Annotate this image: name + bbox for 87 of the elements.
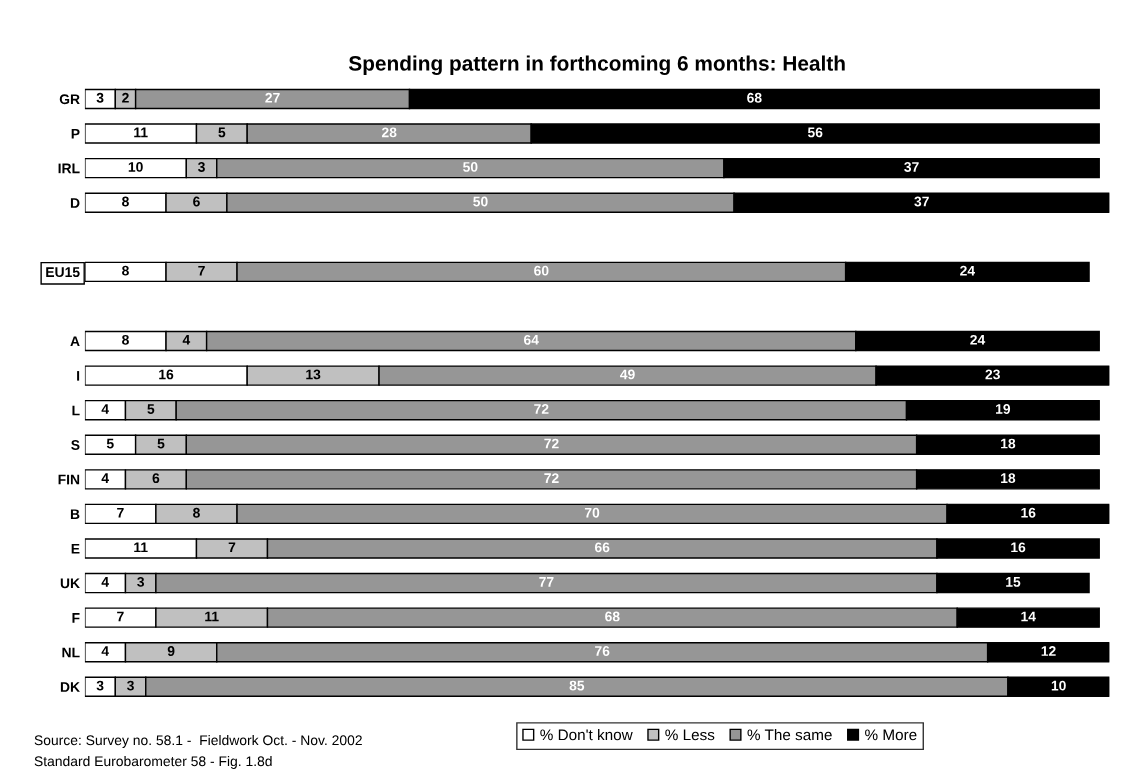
y-tick-label: P xyxy=(71,129,80,139)
data-label: 37 xyxy=(914,196,929,207)
data-label: 3 xyxy=(198,162,205,172)
data-label: 4 xyxy=(182,335,191,345)
y-tick-label: E xyxy=(71,543,80,554)
y-tick-label: S xyxy=(71,440,80,450)
data-label: 8 xyxy=(122,196,129,207)
data-label: 8 xyxy=(122,265,129,276)
data-label: 3 xyxy=(96,680,104,691)
data-label: 8 xyxy=(193,507,200,518)
data-label: 10 xyxy=(1051,680,1066,691)
data-label: 16 xyxy=(159,369,174,380)
data-label: 4 xyxy=(101,646,109,656)
data-label: 68 xyxy=(605,611,620,622)
data-label: 18 xyxy=(1001,438,1016,449)
data-label: 60 xyxy=(534,265,549,276)
data-label: 7 xyxy=(117,507,124,518)
y-tick-label: DK xyxy=(60,682,80,692)
data-label: 4 xyxy=(101,473,109,483)
y-tick-label: UK xyxy=(60,578,80,589)
y-tick-label: A xyxy=(70,336,80,347)
y-tick-label: F xyxy=(72,613,80,623)
y-tick-label: GR xyxy=(59,94,80,105)
data-label: 72 xyxy=(544,473,559,483)
data-label: 4 xyxy=(101,404,109,414)
data-label: 68 xyxy=(747,92,762,103)
data-label: 27 xyxy=(265,92,280,103)
data-label: 24 xyxy=(970,334,986,345)
data-label: 11 xyxy=(134,542,148,553)
data-label: 2 xyxy=(122,92,129,103)
chart-title: Spending pattern in forthcoming 6 months: Health xyxy=(348,55,845,75)
data-label: 72 xyxy=(544,438,559,449)
data-label: 5 xyxy=(147,404,155,414)
data-label: 8 xyxy=(122,334,129,345)
data-label: 7 xyxy=(198,265,205,276)
data-label: 14 xyxy=(1021,611,1036,622)
y-tick-label: EU15 xyxy=(46,267,80,278)
data-label: 3 xyxy=(137,576,145,587)
data-label: 11 xyxy=(134,127,148,138)
data-label: 49 xyxy=(620,369,635,380)
data-label: 4 xyxy=(101,577,109,587)
data-label: 10 xyxy=(128,162,143,172)
data-label: 24 xyxy=(960,265,976,276)
data-label: 70 xyxy=(584,507,600,518)
y-tick-label: B xyxy=(70,509,80,519)
data-label: 3 xyxy=(96,92,104,103)
data-label: 6 xyxy=(193,196,200,207)
data-label: 28 xyxy=(381,127,397,138)
y-tick-label: L xyxy=(72,405,80,416)
data-label: 64 xyxy=(523,334,539,345)
data-label: 85 xyxy=(569,680,585,691)
data-label: 50 xyxy=(463,162,478,172)
data-label: 16 xyxy=(1011,542,1026,553)
data-label: 23 xyxy=(985,369,1000,380)
data-label: 13 xyxy=(306,369,321,380)
data-label: 18 xyxy=(1001,473,1016,484)
y-tick-label: IRL xyxy=(58,163,80,174)
data-label: 66 xyxy=(594,542,610,553)
data-label: 3 xyxy=(127,680,134,691)
data-label: 19 xyxy=(996,404,1011,414)
data-label: 37 xyxy=(904,162,919,172)
data-label: 72 xyxy=(534,404,549,414)
data-label: 77 xyxy=(539,577,554,587)
data-label: 76 xyxy=(595,646,610,656)
legend-label: % The same xyxy=(747,729,832,741)
text: Standard Eurobarometer 58 - Fig. 1.8d xyxy=(34,755,272,769)
legend-label: % More xyxy=(865,729,917,741)
data-label: 16 xyxy=(1021,507,1036,518)
legend-label: % Don't know xyxy=(540,729,633,741)
y-tick-label: NL xyxy=(62,647,80,658)
y-tick-label: I xyxy=(77,371,80,381)
data-label: 5 xyxy=(218,127,226,138)
legend-label: % Less xyxy=(665,729,715,741)
data-label: 50 xyxy=(473,196,488,207)
data-label: 11 xyxy=(205,611,219,622)
data-label: 7 xyxy=(117,611,124,622)
data-label: 9 xyxy=(167,646,175,656)
data-label: 5 xyxy=(106,438,114,449)
data-label: 56 xyxy=(807,127,823,138)
data-label: 5 xyxy=(157,438,165,449)
data-label: 7 xyxy=(228,542,236,553)
y-tick-label: FIN xyxy=(58,474,80,485)
data-label: 15 xyxy=(1006,577,1021,587)
data-label: 12 xyxy=(1041,646,1056,656)
y-tick-label: D xyxy=(70,198,80,208)
source-note: Source: Survey no. 58.1 - Fieldwork Oct. - Nov. 2002 xyxy=(34,734,362,748)
data-label: 6 xyxy=(152,473,160,484)
